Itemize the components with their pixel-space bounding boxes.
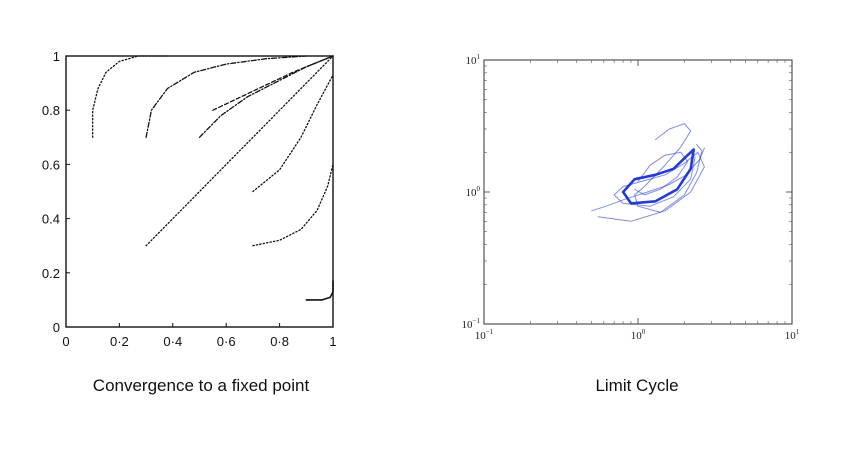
y-tick-label: 0.2 [42, 266, 60, 281]
x-tick-label: 0·6 [217, 334, 236, 349]
x-tick-label: 0·8 [270, 334, 289, 349]
y-tick-label: 1 [53, 49, 60, 64]
transient-line [597, 151, 705, 222]
limit-cycle-y-tick-labels: 10−1 100 101 [462, 53, 481, 331]
y-tick-label: 0.8 [42, 103, 60, 118]
limit-cycle-trajectories [591, 123, 705, 222]
trajectory-line [252, 163, 334, 247]
convergence-plot-frame [65, 55, 334, 328]
x-tick-label: 101 [785, 328, 800, 342]
x-tick-label: 10−1 [475, 328, 494, 342]
trajectory-line [305, 280, 334, 301]
limit-cycle-tick-marks [483, 59, 793, 325]
transient-line [634, 123, 703, 213]
limit-cycle-x-tick-labels: 10−1 100 101 [475, 328, 800, 342]
trajectory-line [252, 74, 334, 193]
y-tick-label: 0.6 [42, 157, 60, 172]
convergence-caption: Convergence to a fixed point [92, 376, 310, 395]
x-tick-label: 0·4 [163, 334, 182, 349]
convergence-tick-marks [65, 55, 334, 328]
convergence-x-tick-labels: 0 0·2 0·4 0·6 0·8 1 [62, 334, 336, 349]
trajectory-line [145, 55, 307, 138]
trajectory-line [145, 55, 334, 247]
limit-cycle-caption: Limit Cycle [595, 376, 679, 395]
limit-cycle-line [621, 148, 695, 205]
x-tick-label: 0 [62, 334, 69, 349]
limit-cycle-chart: 10−1 100 101 10−1 100 101 [462, 53, 800, 342]
convergence-chart: 0 0.2 0.4 0.6 0.8 1 0 0·2 0·4 0·6 0·8 1 [42, 49, 337, 349]
x-tick-label: 100 [631, 328, 646, 342]
y-tick-label: 0 [53, 320, 60, 335]
trajectory-line [92, 55, 169, 138]
x-tick-label: 0·2 [110, 334, 129, 349]
transient-line [591, 147, 705, 212]
transient-line [634, 151, 689, 196]
y-tick-label: 10−1 [462, 317, 481, 331]
y-tick-label: 101 [466, 53, 481, 67]
trajectory-line [212, 55, 334, 111]
convergence-trajectories [92, 55, 334, 301]
convergence-y-tick-labels: 0 0.2 0.4 0.6 0.8 1 [42, 49, 60, 335]
y-tick-label: 100 [466, 185, 481, 199]
y-tick-label: 0.4 [42, 212, 60, 227]
x-tick-label: 1 [329, 334, 336, 349]
